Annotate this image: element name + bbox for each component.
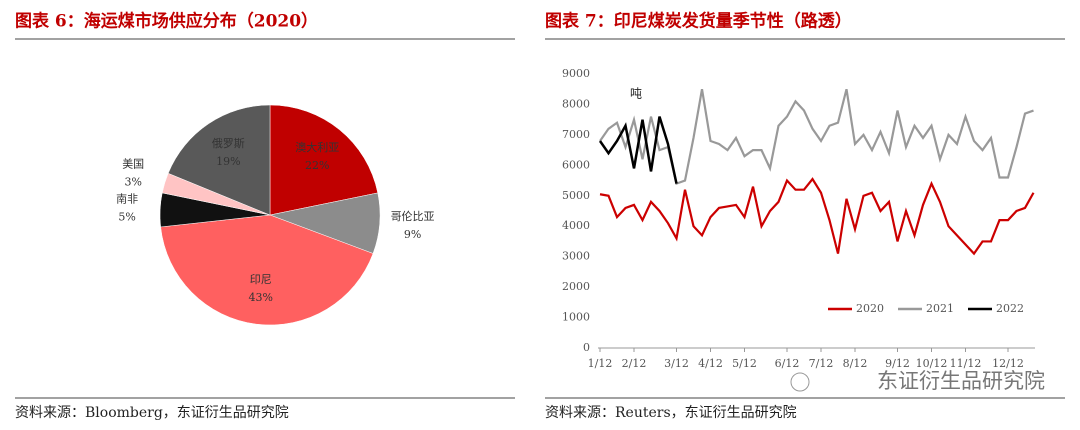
x-tick-label: 2/12 <box>622 357 647 370</box>
watermark: 东证衍生品研究院 <box>877 369 1045 393</box>
slice-label: 南非 <box>116 192 138 205</box>
slice-label: 印尼 <box>250 273 272 286</box>
x-tick-label: 12/12 <box>992 357 1024 370</box>
y-tick-label: 5000 <box>562 189 590 202</box>
chart-title: 图表 6：海运煤市场供应分布（2020） <box>15 11 318 32</box>
y-tick-label: 4000 <box>562 219 590 232</box>
slice-label: 美国 <box>122 157 144 170</box>
slice-label: 澳大利亚 <box>295 140 339 154</box>
x-tick-label: 10/12 <box>916 357 948 370</box>
y-tick-label: 3000 <box>562 250 590 263</box>
x-tick-label: 8/12 <box>843 357 868 370</box>
x-tick-label: 5/12 <box>732 357 757 370</box>
slice-value-label: 22% <box>305 159 329 172</box>
y-tick-label: 1000 <box>562 311 590 324</box>
watermark-icon <box>790 372 810 392</box>
slice-value-label: 5% <box>118 210 135 223</box>
x-tick-label: 3/12 <box>664 357 689 370</box>
y-tick-label: 8000 <box>562 97 590 110</box>
y-tick-label: 0 <box>583 341 590 354</box>
legend-label: 2021 <box>926 302 954 315</box>
legend-label: 2020 <box>856 302 884 315</box>
pie-slice <box>160 214 374 326</box>
source: 资料来源：Reuters，东证衍生品研究院 <box>545 405 797 421</box>
y-tick-label: 9000 <box>562 67 590 80</box>
slice-value-label: 3% <box>124 175 141 188</box>
chart-title: 图表 7：印尼煤炭发货量季节性（路透） <box>545 11 852 32</box>
x-tick-label: 7/12 <box>809 357 834 370</box>
y-tick-label: 6000 <box>562 158 590 171</box>
slice-label: 哥伦比亚 <box>391 209 435 223</box>
x-tick-label: 6/12 <box>775 357 800 370</box>
x-tick-label: 9/12 <box>885 357 910 370</box>
series-line <box>599 177 1035 256</box>
slice-value-label: 9% <box>404 228 421 241</box>
pie-slice <box>167 104 271 216</box>
y-tick-label: 7000 <box>562 128 590 141</box>
y-tick-label: 2000 <box>562 280 590 293</box>
x-tick-label: 1/12 <box>588 357 613 370</box>
source: 资料来源：Bloomberg，东证衍生品研究院 <box>15 405 289 421</box>
slice-label: 俄罗斯 <box>212 137 245 150</box>
pie-slice <box>269 104 379 216</box>
slice-value-label: 19% <box>216 155 240 168</box>
x-tick-label: 11/12 <box>950 357 982 370</box>
legend-label: 2022 <box>996 302 1024 315</box>
x-tick-label: 4/12 <box>698 357 723 370</box>
series-line <box>598 116 678 184</box>
y-unit: 吨 <box>630 87 642 101</box>
slice-value-label: 43% <box>248 291 272 304</box>
